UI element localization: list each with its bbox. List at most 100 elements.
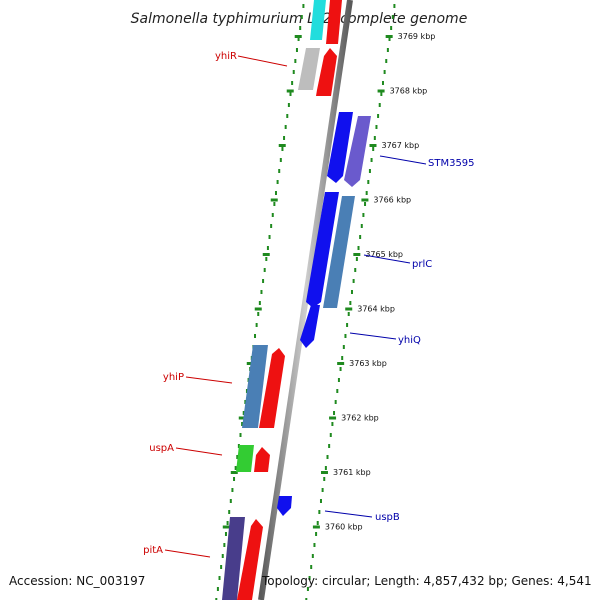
gene-uspA	[236, 445, 254, 472]
ring-dot	[336, 389, 339, 393]
ring-dot	[350, 290, 353, 294]
ring-dot	[302, 4, 305, 8]
ring-dot	[383, 70, 386, 74]
gene-label-uspA: uspA	[149, 443, 174, 454]
gene-uspB	[277, 496, 292, 516]
gene-labels: yhiR STM3595 prlC yhiQ yhiP uspA uspB pi…	[143, 51, 474, 556]
accession-text: Accession: NC_003197	[9, 574, 146, 588]
STM3595-leader	[379, 155, 427, 165]
ring-dot	[368, 169, 371, 173]
gene-label-STM3595: STM3595	[428, 158, 475, 169]
gene-red-3	[254, 447, 270, 472]
scale-tick-mark	[329, 416, 337, 420]
ring-dot	[337, 378, 340, 382]
ring-dot	[393, 4, 396, 8]
scale-tick-mark	[312, 525, 320, 529]
ring-dot	[390, 26, 393, 30]
scale-tick-mark	[337, 362, 345, 365]
gene-red-partial	[326, 0, 342, 44]
gene-pitA	[222, 517, 245, 600]
ring-dot	[352, 279, 355, 283]
ring-dot	[255, 323, 258, 327]
left-dotted-ring	[215, 4, 305, 600]
yhiR-leader	[237, 55, 288, 67]
scale-tick-mark	[254, 307, 262, 311]
ring-dot	[311, 554, 314, 558]
ring-dot	[291, 81, 294, 85]
ring-dot	[273, 202, 276, 206]
ring-dot	[391, 15, 394, 19]
gene-red-4	[237, 519, 263, 600]
scale-tick-mark	[361, 198, 369, 202]
gene-prlC	[323, 196, 355, 308]
scale-tick-mark	[320, 471, 328, 474]
ring-dot	[381, 81, 384, 85]
ring-dot	[346, 323, 349, 327]
ring-dot	[329, 433, 332, 437]
ring-dot	[257, 312, 260, 316]
ring-dot	[242, 411, 245, 415]
ring-dot	[254, 334, 257, 338]
ring-dot	[359, 235, 362, 239]
ring-dot	[266, 246, 269, 250]
ring-dot	[265, 257, 268, 261]
scale-tick-label: 3768 kbp	[390, 87, 428, 96]
ring-dot	[216, 587, 219, 591]
ring-dot	[342, 345, 345, 349]
scale-tick-label: 3766 kbp	[373, 196, 411, 205]
ring-dot	[318, 510, 321, 514]
gene-features	[222, 0, 371, 600]
ring-dot	[380, 92, 383, 96]
scale-tick-mark	[345, 307, 353, 311]
scale-tick-mark	[246, 362, 254, 365]
gene-red-2	[259, 348, 285, 428]
ring-dot	[364, 202, 367, 206]
gene-label-yhiQ: yhiQ	[398, 335, 421, 346]
ring-dot	[221, 554, 224, 558]
ring-dot	[215, 598, 218, 600]
ring-dot	[324, 466, 327, 470]
ring-dot	[328, 444, 331, 448]
gene-red-1	[316, 48, 337, 96]
gene-label-pitA: pitA	[143, 545, 163, 556]
ring-dot	[244, 400, 247, 404]
ring-dot	[220, 565, 223, 569]
ring-dot	[305, 598, 308, 600]
ring-dot	[385, 59, 388, 63]
ring-dot	[357, 246, 360, 250]
gene-label-yhiP: yhiP	[163, 372, 184, 383]
ring-dot	[218, 576, 221, 580]
ring-dot	[300, 15, 303, 19]
ring-dot	[236, 455, 239, 459]
ring-dot	[241, 422, 244, 426]
uspA-leader	[175, 447, 223, 456]
ring-dot	[287, 103, 290, 107]
scale-tick-label: 3760 kbp	[325, 523, 363, 532]
ring-dot	[292, 70, 295, 74]
ring-dot	[229, 499, 232, 503]
ring-dot	[375, 125, 378, 129]
ring-dot	[347, 312, 350, 316]
ring-dot	[386, 48, 389, 52]
scale-tick-mark	[278, 144, 286, 147]
ring-dot	[263, 268, 266, 272]
ring-dot	[331, 422, 334, 426]
scale-tick-mark	[286, 89, 294, 93]
ring-dot	[278, 169, 281, 173]
gene-STM3595	[344, 116, 371, 187]
gene-yhiQ	[300, 305, 320, 348]
scale-tick-mark	[353, 253, 361, 256]
prlC-leader	[363, 254, 411, 264]
ring-dot	[286, 114, 289, 118]
ring-dot	[326, 455, 329, 459]
ring-dot	[308, 576, 311, 580]
gene-label-uspB: uspB	[375, 512, 400, 523]
ring-dot	[237, 444, 240, 448]
ring-dot	[223, 543, 226, 547]
ring-dot	[319, 499, 322, 503]
gene-label-lines	[164, 55, 427, 558]
ring-dot	[339, 367, 342, 371]
ring-dot	[276, 180, 279, 184]
ring-dot	[284, 125, 287, 129]
